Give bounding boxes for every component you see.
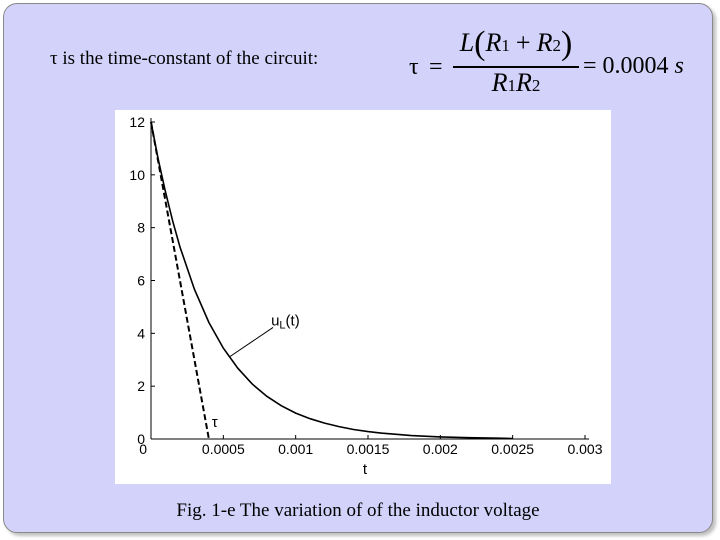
y-tick-label-10: 10 xyxy=(129,167,145,183)
num-R2-sub: 2 xyxy=(552,36,561,55)
annotation-uL-suffix: (t) xyxy=(286,312,300,329)
inductor-voltage-chart: 0 2 4 6 8 10 12 0 0.0005 0.001 0.0015 0.002 0.0025 0.… xyxy=(129,114,602,478)
plot-area: 0 2 4 6 8 10 12 0 0.0005 0.001 0.0015 0.002 0.0025 0.… xyxy=(115,110,611,484)
formula-fraction: L(R1 + R2) R1R2 xyxy=(451,22,581,100)
annotation-tau-label: τ xyxy=(212,414,218,431)
den-R2: R xyxy=(516,68,532,97)
formula-tau: τ xyxy=(409,54,419,80)
den-R1-sub: 1 xyxy=(507,76,517,95)
series-tangent-line xyxy=(150,121,210,440)
x-tick-label-0.0025: 0.0025 xyxy=(491,441,534,457)
y-tick-label-12: 12 xyxy=(129,114,145,130)
num-L: L xyxy=(459,28,475,57)
y-tick-label-8: 8 xyxy=(137,220,145,236)
y-tick-label-0: 0 xyxy=(137,431,145,447)
y-tick-label-4: 4 xyxy=(137,325,145,341)
x-tick-label-0: 0 xyxy=(139,441,147,457)
num-R1-sub: 1 xyxy=(501,36,510,55)
x-tick-label-0.0005: 0.0005 xyxy=(202,441,245,457)
x-tick-label-0.0015: 0.0015 xyxy=(347,441,390,457)
fraction-bar xyxy=(453,66,579,68)
x-axis-label: t xyxy=(363,461,368,478)
formula-value: = 0.0004 xyxy=(583,53,669,79)
series-inductor-voltage-curve xyxy=(150,121,513,440)
x-tick-label-0.003: 0.003 xyxy=(567,441,602,457)
annotation-uL-main: u xyxy=(271,312,279,329)
figure-caption: Fig. 1-e The variation of of the inducto… xyxy=(176,500,540,521)
formula-unit: s xyxy=(674,53,684,79)
annotation-uL-sub: L xyxy=(279,319,285,331)
y-tick-label-2: 2 xyxy=(137,378,145,394)
x-tick-label-0.002: 0.002 xyxy=(423,441,458,457)
num-paren-open: ( xyxy=(474,25,486,62)
formula-denominator: R1R2 xyxy=(451,68,581,98)
num-plus: + xyxy=(515,28,531,57)
num-R1: R xyxy=(485,28,502,57)
den-R1: R xyxy=(491,68,508,97)
annotation-pointer-line xyxy=(228,326,274,358)
x-tick-label-0.001: 0.001 xyxy=(278,441,313,457)
formula-equals: = xyxy=(429,54,443,80)
annotation-uL-label: uL(t) xyxy=(271,312,300,331)
slide: τ is the time-constant of the circuit: τ… xyxy=(3,3,713,533)
headline-text: τ is the time-constant of the circuit: xyxy=(50,48,319,69)
y-tick-label-6: 6 xyxy=(137,273,145,289)
formula-result: = 0.0004 s xyxy=(583,53,684,80)
num-paren-close: ) xyxy=(560,25,573,62)
den-R2-sub: 2 xyxy=(531,76,541,95)
num-R2: R xyxy=(536,28,553,57)
formula-numerator: L(R1 + R2) xyxy=(451,22,581,62)
time-constant-formula: τ = L(R1 + R2) R1R2 = 0.0004 s xyxy=(409,20,709,100)
